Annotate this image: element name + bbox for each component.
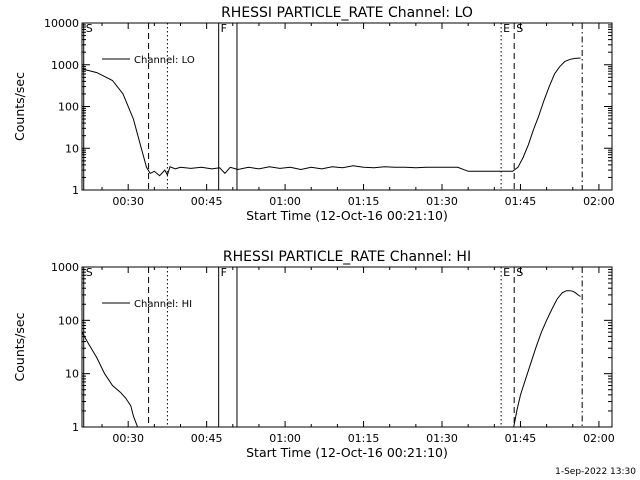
x-tick-label: 00:45	[191, 195, 223, 208]
event-marker-label: S	[516, 22, 523, 35]
x-tick-label: 00:30	[112, 195, 144, 208]
y-tick-label: 10	[65, 368, 79, 381]
x-tick-label: 01:30	[426, 432, 458, 445]
series-line	[82, 57, 581, 177]
y-tick-label: 100	[58, 101, 79, 114]
series-line	[82, 331, 139, 427]
y-tick-label: 1000	[51, 59, 79, 72]
y-tick-label: 10	[65, 142, 79, 155]
event-marker-label: E	[503, 22, 510, 35]
event-marker-label: F	[221, 22, 227, 35]
x-axis-label: Start Time (12-Oct-16 00:21:10)	[246, 445, 448, 460]
x-tick-label: 01:45	[505, 432, 537, 445]
event-marker-label: E	[503, 266, 510, 279]
x-tick-label: 00:30	[112, 432, 144, 445]
chart-panel-1: RHESSI PARTICLE_RATE Channel: LO 00:30 00:…	[12, 5, 615, 223]
event-marker-label: S	[516, 266, 523, 279]
y-tick-label: 1000	[51, 261, 79, 274]
x-tick-label: 02:00	[583, 432, 615, 445]
y-tick-label: 1	[72, 421, 79, 434]
chart-panel-2: RHESSI PARTICLE_RATE Channel: HI 00:30 00:…	[12, 249, 615, 460]
event-marker-label: S	[86, 266, 93, 279]
y-axis-label: Counts/sec	[12, 312, 27, 381]
y-tick-label: 1	[72, 184, 79, 197]
y-axis-label: Counts/sec	[12, 72, 27, 141]
footer-timestamp: 1-Sep-2022 13:30	[555, 467, 636, 477]
x-tick-label: 01:30	[426, 195, 458, 208]
x-tick-label: 02:00	[583, 195, 615, 208]
x-tick-label: 01:00	[269, 432, 301, 445]
event-marker-label: S	[86, 22, 93, 35]
event-marker-label: F	[221, 266, 227, 279]
chart-title: RHESSI PARTICLE_RATE Channel: HI	[223, 249, 471, 265]
chart-title: RHESSI PARTICLE_RATE Channel: LO	[221, 5, 473, 21]
x-tick-label: 01:15	[348, 432, 380, 445]
x-tick-label: 01:15	[348, 195, 380, 208]
x-axis-label: Start Time (12-Oct-16 00:21:10)	[246, 208, 448, 223]
y-tick-label: 10000	[44, 17, 79, 30]
x-tick-label: 01:45	[505, 195, 537, 208]
legend-label: Channel: HI	[134, 299, 192, 310]
plot-frame	[81, 22, 613, 191]
x-tick-label: 00:45	[191, 432, 223, 445]
series-line	[513, 290, 581, 427]
legend-label: Channel: LO	[134, 55, 195, 66]
x-tick-label: 01:00	[269, 195, 301, 208]
plot-frame	[81, 266, 613, 428]
y-tick-label: 100	[58, 314, 79, 327]
